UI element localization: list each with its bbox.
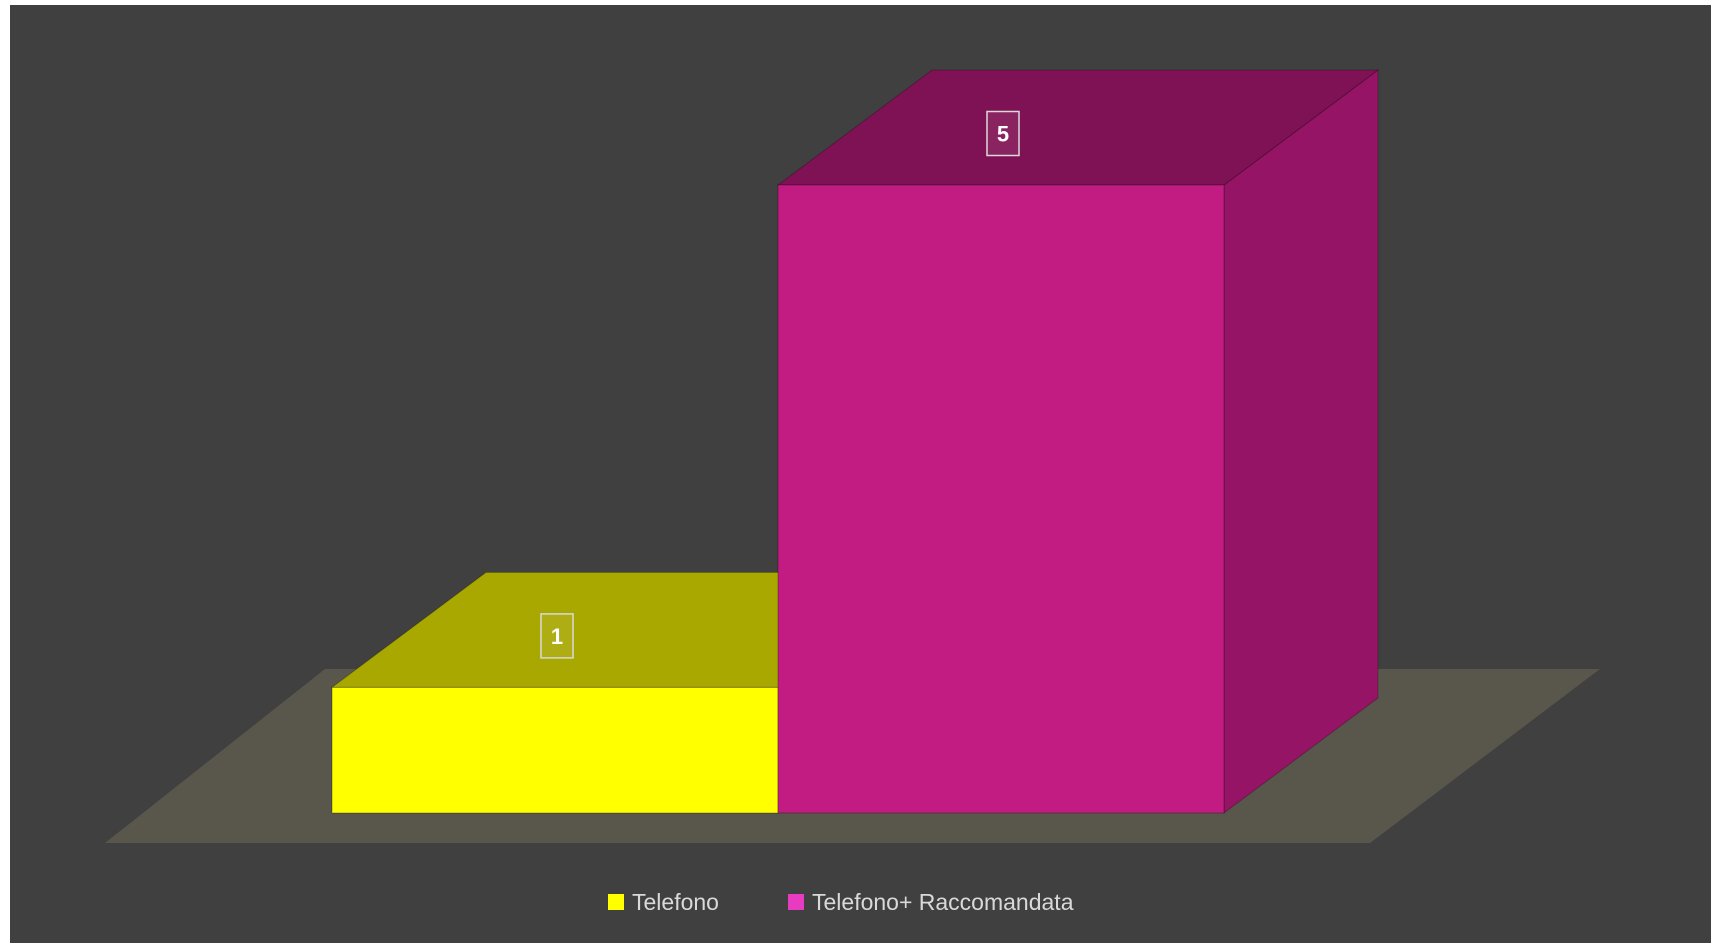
legend-swatch — [608, 894, 624, 910]
data-labels-group: 15 — [540, 110, 1020, 659]
legend-label: Telefono+ Raccomandata — [812, 889, 1074, 915]
bar-chart-3d: 15 Telefono Telefono+ Raccomandata — [105, 69, 1600, 915]
data-label: 5 — [986, 110, 1020, 157]
legend-item-2: Telefono+ Raccomandata — [788, 889, 1074, 915]
legend-label: Telefono — [632, 889, 719, 915]
bar-2 — [776, 69, 1380, 814]
bar-front-face — [777, 184, 1225, 814]
bar-front-face — [331, 686, 779, 814]
data-label-value: 5 — [997, 122, 1009, 147]
data-label-box — [540, 613, 574, 659]
legend-item-1: Telefono — [608, 889, 719, 915]
data-label-box — [986, 110, 1020, 157]
bars-group — [330, 69, 1380, 814]
legend-swatch — [788, 894, 804, 910]
data-label-value: 1 — [551, 624, 563, 649]
data-label: 1 — [540, 613, 574, 659]
legend: Telefono Telefono+ Raccomandata — [608, 889, 1074, 915]
bar-side-face — [1223, 69, 1379, 814]
